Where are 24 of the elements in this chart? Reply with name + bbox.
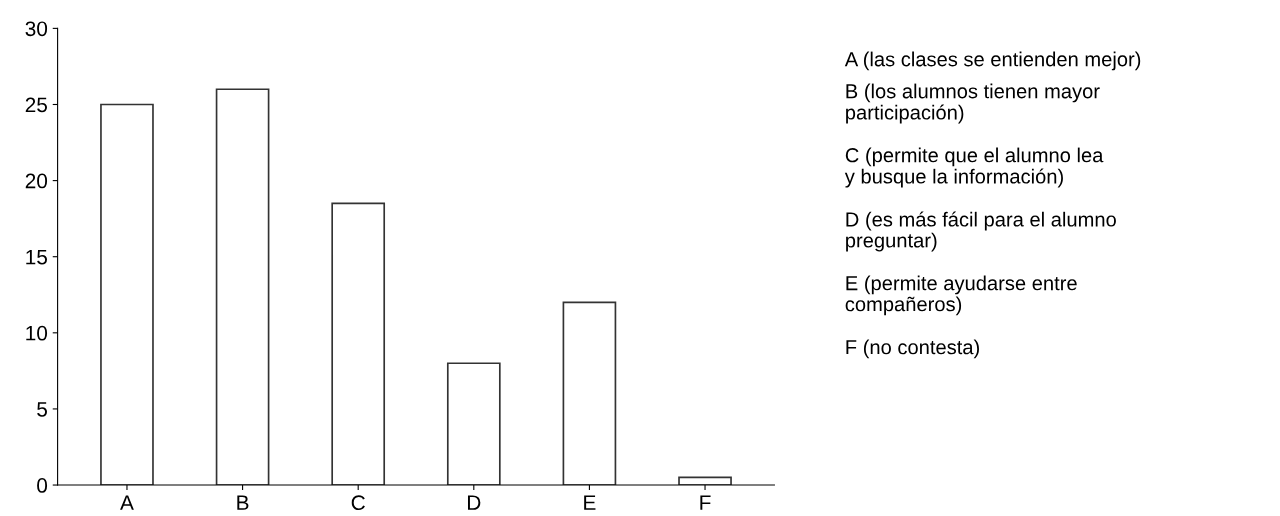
text: A (las clases se entienden mejor) xyxy=(844,51,1141,71)
bar xyxy=(446,362,501,486)
x-tick-label: A xyxy=(120,495,134,510)
bar xyxy=(562,301,617,486)
text: E (permite ayudarse entre compañeros) xyxy=(845,275,1077,316)
x-tick-label: C xyxy=(351,495,365,511)
y-tick-label: 25 xyxy=(25,97,48,113)
text: B (los alumnos tienen mayor participación) xyxy=(846,83,1100,124)
y-tick-label: 15 xyxy=(26,249,48,265)
y-tick-label: 10 xyxy=(26,325,48,341)
y-tick-label: 5 xyxy=(37,402,48,417)
y-tick-label: 0 xyxy=(37,478,48,493)
x-tick-label: B xyxy=(237,495,249,510)
text: C (permite que el alumno lea y busque la información) xyxy=(844,147,1104,188)
bar xyxy=(100,103,154,486)
text: F (no contesta) xyxy=(846,339,979,359)
x-tick-label: E xyxy=(584,495,596,510)
x-tick-label: F xyxy=(700,495,711,510)
y-tick-label: 20 xyxy=(25,173,48,189)
x-tick-label: D xyxy=(467,495,481,510)
text: D (es más fácil para el alumno preguntar) xyxy=(846,211,1116,252)
y-tick-label: 30 xyxy=(25,21,48,37)
bar xyxy=(331,202,386,486)
bar xyxy=(215,88,270,486)
